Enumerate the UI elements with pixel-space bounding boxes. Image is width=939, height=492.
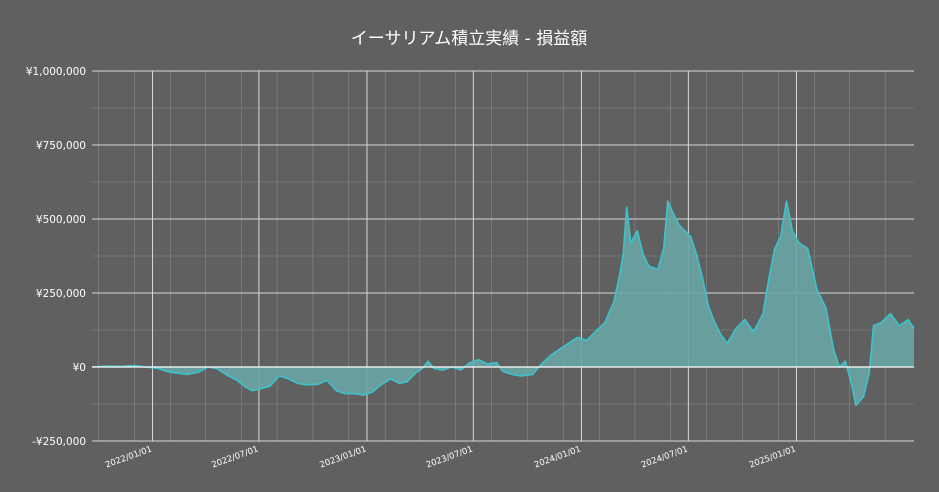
x-tick-label: 2024/01/01 [533,444,582,470]
area-layer [91,200,915,407]
series-area-fill [92,201,914,406]
y-tick-label: ¥250,000 [36,288,86,300]
chart-title: イーサリアム積立実績 - 損益額 [351,29,587,49]
x-tick-label: 2022/01/01 [104,444,153,470]
x-tick-label: 2023/07/01 [425,444,474,470]
x-tick-label: 2022/07/01 [210,444,259,470]
y-tick-label: ¥500,000 [36,214,86,226]
y-tick-label: ¥750,000 [36,140,86,152]
y-tick-label: ¥1,000,000 [26,66,86,78]
series-line [91,200,915,407]
x-axis-tick-labels: 2022/01/01 2022/07/01 2023/01/01 2023/07/01… [104,444,797,470]
y-tick-label: ¥0 [73,362,86,374]
y-axis-tick-labels: ¥1,000,000 ¥750,000 ¥500,000 ¥250,000 ¥0 -¥25… [26,66,86,448]
x-tick-label: 2024/07/01 [640,444,689,470]
x-tick-label: 2023/01/01 [319,444,368,470]
x-tick-label: 2025/01/01 [748,444,797,470]
y-tick-label: -¥250,000 [32,436,86,448]
